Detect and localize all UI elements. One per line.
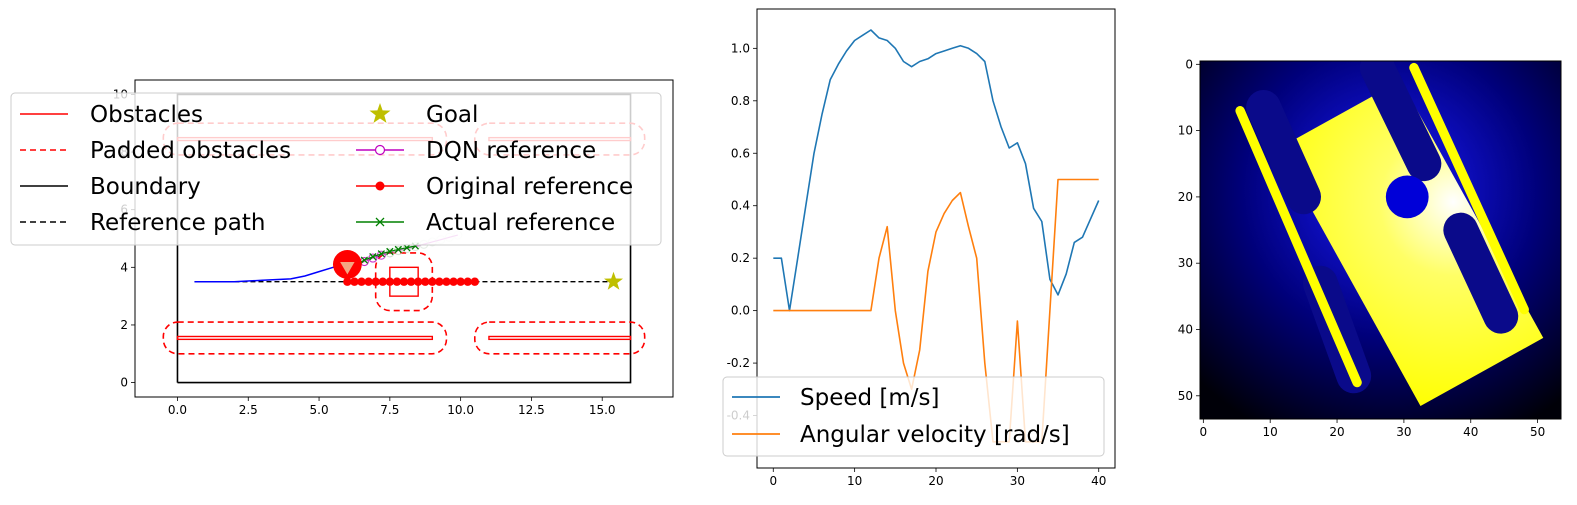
original-reference-point (399, 277, 409, 286)
original-reference-point (449, 277, 458, 286)
original-reference-point (413, 277, 423, 286)
x-tick-label: 40 (1463, 425, 1478, 439)
y-tick-label: 4 (120, 260, 128, 274)
y-tick-label: 2 (120, 318, 128, 332)
x-tick-label: 7.5 (380, 403, 399, 417)
y-tick-label: -0.2 (727, 356, 750, 370)
original-reference-point (378, 277, 387, 286)
x-tick-label: 0 (769, 474, 777, 488)
x-tick-label: 10 (1263, 425, 1278, 439)
legend-handle-marker (374, 144, 386, 156)
planning-legend-box (10, 92, 662, 246)
robot-heading-marker (338, 261, 356, 277)
actual-reference-point (386, 247, 394, 256)
y-tick-label: 0.8 (731, 94, 750, 108)
original-reference-point (421, 277, 430, 286)
x-tick-label: 20 (1329, 425, 1344, 439)
original-reference-point (343, 277, 352, 286)
occupancy-image-frame (1199, 60, 1562, 420)
occupancy-image-plot: 0 10 20 30 40 50 0 10 20 30 40 50 (1178, 57, 1562, 439)
legend-label: Speed [m/s] (800, 385, 940, 411)
actual-reference-point (377, 250, 386, 258)
image-obstacle-void (1246, 90, 1322, 215)
image-wall (1409, 62, 1529, 315)
x-tick-label: 2.5 (239, 403, 258, 417)
original-reference-point (392, 277, 402, 286)
original-reference-point (463, 277, 472, 286)
x-tick-label: 50 (1530, 425, 1545, 439)
x-tick-label: 0 (1200, 425, 1208, 439)
legend-label: Padded obstacles (90, 138, 291, 164)
x-tick-label: 12.5 (518, 403, 545, 417)
occupancy-image-ticks: 0 10 20 30 40 50 0 10 20 30 40 50 (1178, 57, 1546, 439)
y-tick-label: 0.4 (731, 199, 750, 213)
image-wall (1235, 106, 1362, 388)
actual-reference-point (403, 244, 411, 252)
actual-reference-point (369, 252, 377, 261)
original-reference-point (442, 277, 451, 286)
original-reference-point (435, 277, 444, 286)
image-obstacle-void (1359, 61, 1442, 182)
original-reference-point (371, 277, 380, 286)
legend-label: Angular velocity [rad/s] (800, 422, 1070, 448)
goal-star (604, 271, 623, 290)
x-tick-label: 15.0 (589, 403, 616, 417)
y-tick-label: 0.2 (731, 251, 750, 265)
image-free-space (1277, 80, 1544, 406)
legend-label: Goal (426, 102, 478, 128)
legend-label: Actual reference (426, 210, 615, 236)
legend-label: Boundary (90, 174, 201, 200)
legend-label: Original reference (426, 174, 633, 200)
actual-reference-point (394, 245, 402, 254)
y-tick-label: 40 (1178, 323, 1193, 337)
legend-label: DQN reference (426, 138, 596, 164)
legend-handle (369, 103, 391, 123)
speed-series-line (773, 29, 1100, 312)
planning-legend: Obstacles Padded obstacles Boundary Referen… (10, 92, 662, 246)
obstacle-1 (488, 335, 632, 341)
image-obstacle-void (1443, 212, 1519, 334)
original-reference-point (456, 277, 465, 286)
velocity-legend: Speed [m/s] Angular velocity [rad/s] (722, 376, 1105, 457)
y-tick-label: 50 (1178, 389, 1193, 403)
y-tick-label: 0 (120, 376, 128, 390)
y-tick-label: 0.6 (731, 146, 750, 160)
original-reference-point (364, 277, 373, 286)
legend-handle-marker (375, 181, 385, 191)
x-tick-label: 5.0 (310, 403, 329, 417)
x-tick-label: 30 (1396, 425, 1411, 439)
x-tick-label: 10 (847, 474, 862, 488)
obstacle-0 (176, 335, 434, 341)
padded-obstacle-0 (162, 321, 448, 355)
y-tick-label: 0.0 (731, 304, 750, 318)
occupancy-image (1200, 61, 1561, 419)
legend-label: Reference path (90, 210, 265, 236)
y-tick-label: 10 (1178, 124, 1193, 138)
y-tick-label: 1.0 (731, 41, 750, 55)
x-tick-label: 40 (1091, 474, 1106, 488)
legend-handle-marker (375, 217, 385, 227)
x-tick-label: 30 (1010, 474, 1025, 488)
original-reference-point (428, 277, 437, 286)
x-tick-label: 20 (928, 474, 943, 488)
velocity-legend-box (722, 376, 1105, 457)
legend-label: Obstacles (90, 102, 203, 128)
actual-reference-point (360, 256, 369, 264)
original-reference-point (357, 277, 366, 286)
x-tick-label: 0.0 (168, 403, 187, 417)
padded-obstacle-1 (473, 321, 646, 355)
original-reference-point (385, 277, 395, 286)
y-tick-label: 20 (1178, 190, 1193, 204)
x-tick-label: 10.0 (447, 403, 474, 417)
y-tick-label: 0 (1185, 57, 1193, 71)
planning-plot-ticks: 0.02.55.07.510.012.515.00246810 (113, 87, 616, 417)
original-reference-point (350, 277, 359, 286)
original-reference-point (406, 277, 416, 286)
original-reference-point (470, 277, 479, 286)
y-tick-label: 30 (1178, 256, 1193, 270)
image-blob-obstacle (1385, 175, 1429, 219)
